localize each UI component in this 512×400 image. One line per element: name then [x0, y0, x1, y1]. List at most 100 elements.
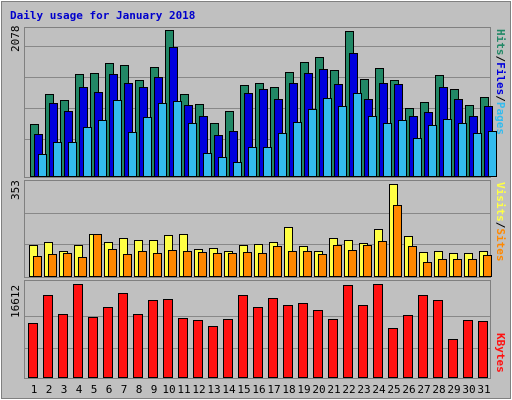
bar-sites-day-5 [93, 234, 102, 277]
bar-pages-day-26 [413, 138, 422, 177]
x-tick-label: 20 [312, 383, 325, 396]
x-tick-label: 13 [207, 383, 220, 396]
bar-pages-day-28 [443, 119, 452, 177]
bar-kbytes-day-27 [418, 295, 428, 378]
bar-pages-day-22 [353, 93, 362, 177]
bar-pages-day-27 [428, 125, 437, 177]
bar-pages-day-19 [308, 109, 317, 177]
bar-pages-day-17 [278, 133, 287, 177]
bar-kbytes-day-4 [73, 284, 83, 378]
bar-kbytes-day-29 [448, 339, 458, 378]
bar-kbytes-day-13 [208, 326, 218, 378]
bar-sites-day-3 [63, 253, 72, 277]
x-tick-label: 18 [282, 383, 295, 396]
bar-sites-day-13 [213, 253, 222, 277]
bar-sites-day-15 [243, 252, 252, 277]
bar-pages-day-13 [218, 157, 227, 177]
x-tick-label: 27 [417, 383, 430, 396]
bar-sites-day-18 [288, 251, 297, 277]
bar-sites-day-19 [303, 251, 312, 277]
legend-slash-1: / [494, 56, 507, 63]
x-tick-label: 24 [372, 383, 386, 396]
x-tick-label: 21 [327, 383, 340, 396]
x-tick-label: 28 [432, 383, 445, 396]
bar-pages-day-23 [368, 116, 377, 177]
bar-sites-day-27 [423, 262, 432, 277]
bar-kbytes-day-6 [103, 307, 113, 378]
x-tick-label: 26 [402, 383, 415, 396]
hits-ymax-label: 2078 [9, 26, 22, 53]
bar-sites-day-20 [318, 254, 327, 277]
legend-sites-visits: Visits/Sites [494, 182, 507, 262]
x-tick-label: 6 [106, 383, 113, 396]
x-tick-label: 16 [252, 383, 265, 396]
bar-sites-day-4 [78, 257, 87, 277]
x-tick-label: 19 [297, 383, 310, 396]
bar-kbytes-day-8 [133, 314, 143, 378]
x-tick-label: 15 [237, 383, 250, 396]
x-tick-label: 9 [151, 383, 158, 396]
bar-pages-day-30 [473, 133, 482, 177]
bar-kbytes-day-5 [88, 317, 98, 378]
bar-sites-day-12 [198, 252, 207, 277]
x-tick-label: 23 [357, 383, 370, 396]
bar-pages-day-25 [398, 120, 407, 177]
kbytes-ymax-label: 16612 [9, 285, 22, 318]
bar-pages-day-2 [53, 142, 62, 177]
bar-sites-day-22 [348, 250, 357, 277]
bar-pages-day-9 [158, 103, 167, 177]
bar-pages-day-7 [128, 132, 137, 177]
x-tick-label: 14 [222, 383, 236, 396]
bar-kbytes-day-15 [238, 295, 248, 378]
chart-title: Daily usage for January 2018 [10, 9, 195, 22]
bar-kbytes-day-16 [253, 307, 263, 378]
bar-kbytes-day-18 [283, 305, 293, 378]
bar-sites-day-31 [483, 255, 492, 277]
bar-kbytes-day-19 [298, 303, 308, 378]
x-tick-label: 11 [177, 383, 190, 396]
bar-sites-day-30 [468, 259, 477, 277]
bar-sites-day-25 [393, 205, 402, 277]
bar-pages-day-12 [203, 153, 212, 177]
bar-sites-day-28 [438, 259, 447, 277]
x-tick-label: 7 [121, 383, 128, 396]
bar-kbytes-day-21 [328, 319, 338, 378]
x-tick-label: 22 [342, 383, 355, 396]
legend-slash-2: / [494, 95, 507, 102]
bar-sites-day-9 [153, 253, 162, 277]
bar-kbytes-day-9 [148, 300, 158, 378]
bar-kbytes-day-25 [388, 328, 398, 378]
bar-sites-day-11 [183, 251, 192, 277]
bar-kbytes-day-24 [373, 284, 383, 378]
bar-sites-day-2 [48, 254, 57, 277]
bar-kbytes-day-1 [28, 323, 38, 378]
legend-pages: Pages [494, 102, 507, 135]
bar-pages-day-29 [458, 123, 467, 177]
bar-sites-day-10 [168, 250, 177, 277]
bar-pages-day-14 [233, 162, 242, 177]
bar-sites-day-14 [228, 253, 237, 277]
bar-kbytes-day-10 [163, 299, 173, 378]
bar-sites-day-23 [363, 245, 372, 277]
bar-sites-day-17 [273, 246, 282, 277]
x-tick-label: 31 [477, 383, 490, 396]
x-axis-labels: 1 2 3 4 5 6 7 8 9 10 11 12 13 14 15 16 17 18 19 20 21 22 23 24 2… [31, 383, 491, 396]
legend-slash-3: / [494, 222, 507, 229]
legend-visits: Visits [494, 182, 507, 222]
bar-pages-day-20 [323, 98, 332, 177]
bar-kbytes-day-11 [178, 318, 188, 378]
bar-pages-day-21 [338, 106, 347, 177]
bars [28, 30, 497, 378]
bar-kbytes-day-23 [358, 305, 368, 378]
bar-kbytes-day-22 [343, 285, 353, 378]
bar-kbytes-day-7 [118, 293, 128, 378]
legend-sites: Sites [494, 228, 507, 261]
x-tick-label: 29 [447, 383, 460, 396]
bar-kbytes-day-14 [223, 319, 233, 378]
bar-pages-day-24 [383, 123, 392, 177]
bar-sites-day-8 [138, 251, 147, 277]
bar-kbytes-day-31 [478, 321, 488, 378]
x-tick-label: 2 [46, 383, 53, 396]
x-tick-label: 25 [387, 383, 400, 396]
legend-kbytes: KBytes [494, 333, 507, 373]
